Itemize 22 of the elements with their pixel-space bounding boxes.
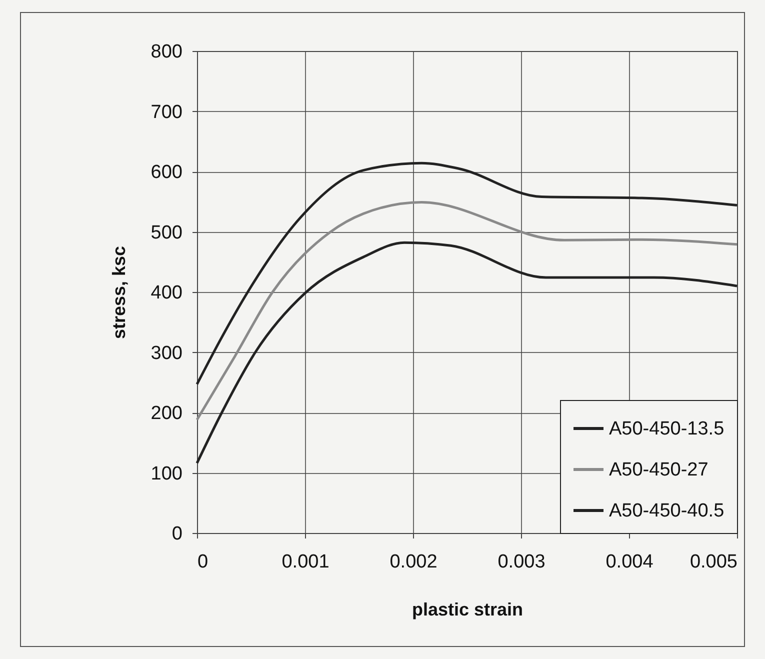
x-tick-label: 0.003: [498, 552, 546, 572]
x-tick-label: 0.004: [606, 552, 654, 572]
y-tick-label: 200: [150, 403, 182, 424]
y-axis-title: stress, ksc: [108, 246, 129, 340]
y-tick-label: 700: [150, 102, 182, 123]
legend-label: A50-450-27: [609, 460, 708, 480]
line-series: [196, 162, 738, 386]
y-tick-label: 400: [150, 282, 182, 304]
x-tick-label: 0: [198, 552, 208, 572]
y-tick-label: 0: [172, 524, 182, 544]
legend-label: A50-450-13.5: [609, 418, 724, 440]
y-tick-label: 500: [150, 222, 182, 244]
y-tick-label: 100: [150, 463, 182, 484]
x-tick-label: 0.002: [390, 552, 438, 572]
y-tick-label: 600: [150, 162, 182, 183]
line-series: [196, 200, 738, 421]
legend-label: A50-450-40.5: [609, 500, 724, 522]
x-axis-title: plastic strain: [412, 600, 524, 620]
y-tick-label: 800: [150, 42, 182, 62]
y-tick-label: 300: [150, 342, 182, 364]
x-tick-label: 0.005: [690, 552, 738, 572]
x-tick-label: 0.001: [282, 552, 330, 572]
